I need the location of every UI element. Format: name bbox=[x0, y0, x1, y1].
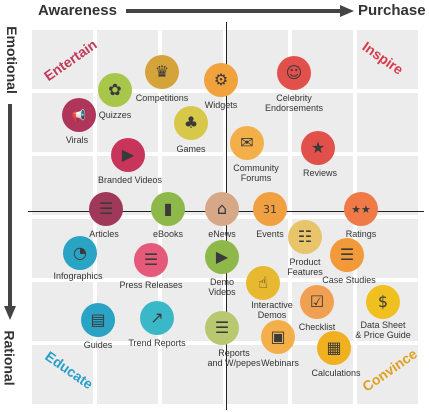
ebook-icon: ▮ bbox=[151, 192, 185, 226]
monitor-icon: ▶ bbox=[205, 240, 239, 274]
awareness-purchase-arrow bbox=[126, 5, 354, 17]
purchase-label: Purchase bbox=[358, 2, 426, 19]
content-node-label: Product Features bbox=[287, 257, 323, 277]
grid-cell bbox=[357, 345, 418, 404]
people-icon: ☺ bbox=[277, 56, 311, 90]
content-node-label: Events bbox=[256, 229, 284, 239]
icon-glyph: ★★ bbox=[351, 202, 371, 216]
stars-icon: ★★ bbox=[344, 192, 378, 226]
icon-glyph: ☷ bbox=[297, 227, 313, 246]
grid-cell bbox=[162, 345, 223, 404]
icon-glyph: ☺ bbox=[285, 63, 303, 82]
content-node-label: Widgets bbox=[204, 100, 238, 110]
content-node-label: Infographics bbox=[53, 271, 103, 281]
content-node-label: Games bbox=[176, 144, 206, 154]
content-node-label: Press Releases bbox=[119, 280, 183, 290]
icon-glyph: ✿ bbox=[108, 80, 122, 99]
content-node-label: Guides bbox=[83, 340, 113, 350]
content-node-label: Webinars bbox=[261, 358, 299, 368]
icon-glyph: ☝ bbox=[258, 273, 268, 292]
chat-icon: ✉ bbox=[230, 126, 264, 160]
content-node-label: Branded Videos bbox=[98, 175, 162, 185]
calculator-icon: ▦ bbox=[317, 331, 351, 365]
trophy-icon: ♛ bbox=[145, 55, 179, 89]
icon-glyph: $ bbox=[377, 292, 389, 311]
gear-icon: ⚙ bbox=[204, 63, 238, 97]
grid-cell bbox=[227, 345, 288, 404]
icon-glyph: ◔ bbox=[73, 243, 87, 262]
emotional-rational-arrow bbox=[4, 104, 16, 320]
touch-icon: ☝ bbox=[246, 266, 280, 300]
icon-glyph: ▮ bbox=[163, 199, 173, 218]
video-icon: ▶ bbox=[111, 138, 145, 172]
content-node-label: Virals bbox=[65, 135, 89, 145]
megaphone-icon: 📢 bbox=[62, 98, 96, 132]
content-node-label: Data Sheet & Price Guide bbox=[355, 320, 411, 340]
content-node-label: Interactive Demos bbox=[251, 300, 293, 320]
awareness-label: Awareness bbox=[38, 2, 117, 19]
brain-icon: ✿ bbox=[98, 73, 132, 107]
grid-cell bbox=[357, 219, 418, 278]
icon-glyph: 📢 bbox=[72, 108, 86, 122]
mouse-icon: ⌂ bbox=[205, 192, 239, 226]
content-node-label: Ratings bbox=[345, 229, 377, 239]
presentation-icon: ▣ bbox=[261, 320, 295, 354]
chart-icon: ↗ bbox=[140, 301, 174, 335]
icon-glyph: ☰ bbox=[339, 245, 355, 264]
icon-glyph: ♣ bbox=[183, 113, 199, 132]
calendar-icon: 31 bbox=[253, 192, 287, 226]
checklist-icon: ☑ bbox=[300, 285, 334, 319]
icon-glyph: ☰ bbox=[98, 199, 114, 218]
icon-glyph: ▦ bbox=[326, 338, 342, 357]
grid-cell bbox=[357, 30, 418, 89]
icon-glyph: ⌂ bbox=[216, 199, 228, 218]
grid-cell bbox=[32, 345, 93, 404]
article-icon: ☰ bbox=[89, 192, 123, 226]
content-node-label: Reports and W/pepes bbox=[207, 348, 261, 368]
icon-glyph: ▶ bbox=[215, 247, 229, 266]
document-icon: ☰ bbox=[330, 238, 364, 272]
icon-glyph: ☰ bbox=[214, 318, 230, 337]
icon-glyph: ✉ bbox=[240, 133, 254, 152]
icon-glyph: ☑ bbox=[309, 292, 325, 311]
content-node-label: Case Studies bbox=[322, 275, 376, 285]
award-icon: ★ bbox=[301, 131, 335, 165]
content-node-label: Community Forums bbox=[233, 163, 279, 183]
grid-cell bbox=[32, 156, 93, 215]
report-icon: ☰ bbox=[205, 311, 239, 345]
icon-glyph: 31 bbox=[263, 202, 277, 216]
newspaper-icon: ☰ bbox=[134, 243, 168, 277]
content-node-label: Demo Videos bbox=[208, 277, 236, 297]
content-node-label: Reviews bbox=[302, 168, 338, 178]
infographic-icon: ◔ bbox=[63, 236, 97, 270]
guide-icon: ▤ bbox=[81, 303, 115, 337]
icon-glyph: ▶ bbox=[121, 145, 135, 164]
content-node-label: Checklist bbox=[298, 322, 336, 332]
rational-label: Rational bbox=[1, 330, 18, 386]
content-node-label: Calculations bbox=[311, 368, 361, 378]
grid-cell bbox=[357, 93, 418, 152]
content-node-label: eBooks bbox=[152, 229, 184, 239]
icon-glyph: ⚙ bbox=[213, 70, 229, 89]
grid-cell bbox=[32, 30, 93, 89]
content-node-label: Celebrity Endorsements bbox=[264, 93, 324, 113]
content-node-label: eNews bbox=[208, 229, 236, 239]
grid-cell bbox=[97, 345, 158, 404]
icon-glyph: ★ bbox=[310, 138, 326, 157]
icon-glyph: ▣ bbox=[270, 327, 286, 346]
content-node-label: Trend Reports bbox=[128, 338, 186, 348]
icon-glyph: ▤ bbox=[90, 310, 106, 329]
grid-cell bbox=[292, 156, 353, 215]
gamepad-icon: ♣ bbox=[174, 106, 208, 140]
icon-glyph: ↗ bbox=[150, 308, 164, 327]
content-node-label: Quizzes bbox=[98, 110, 132, 120]
content-node-label: Competitions bbox=[135, 93, 189, 103]
emotional-label: Emotional bbox=[3, 26, 20, 94]
content-node-label: Articles bbox=[89, 229, 119, 239]
dollar-icon: $ bbox=[366, 285, 400, 319]
icon-glyph: ♛ bbox=[154, 62, 170, 81]
icon-glyph: ☰ bbox=[143, 250, 159, 269]
list-icon: ☷ bbox=[288, 220, 322, 254]
